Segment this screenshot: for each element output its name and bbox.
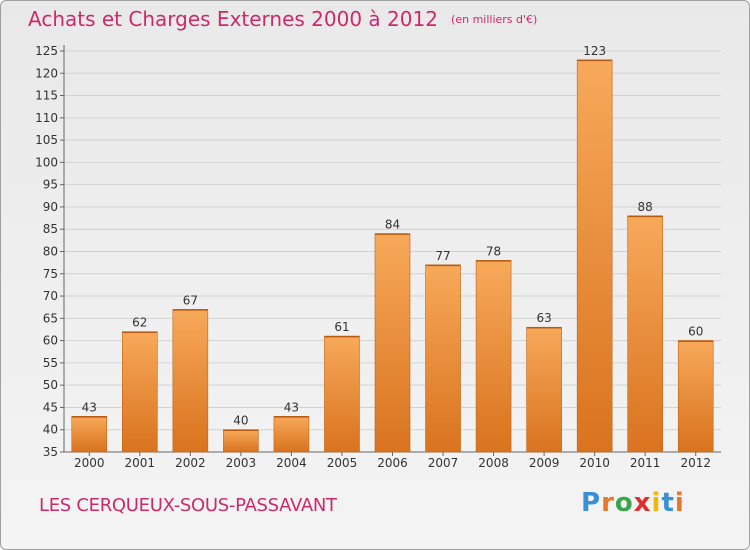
- data-label: 43: [82, 400, 97, 414]
- y-tick-label: 125: [35, 44, 58, 58]
- y-tick-label: 45: [43, 400, 58, 414]
- y-tick-label: 80: [43, 245, 58, 259]
- bar: [324, 335, 360, 453]
- data-label: 43: [284, 400, 299, 414]
- bar: [122, 331, 158, 453]
- bar: [677, 340, 714, 453]
- data-label: 88: [638, 200, 653, 214]
- y-tick-label: 100: [35, 155, 58, 169]
- x-tick-label: 2011: [630, 456, 661, 470]
- x-tick-label: 2006: [377, 456, 408, 470]
- logo-letter: i: [674, 488, 685, 518]
- proxiti-logo: Proxiti: [581, 488, 685, 518]
- data-label: 78: [486, 244, 501, 258]
- y-tick-label: 85: [43, 222, 58, 236]
- chart-title: Achats et Charges Externes 2000 à 2012: [28, 7, 438, 31]
- y-tick-label: 105: [35, 133, 58, 147]
- x-tick-label: 2010: [579, 456, 610, 470]
- y-tick-label: 120: [35, 66, 58, 80]
- logo-letter: r: [601, 488, 615, 518]
- commune-name: LES CERQUEUX-SOUS-PASSAVANT: [39, 495, 337, 516]
- y-tick-label: 65: [43, 311, 58, 325]
- x-tick-label: 2001: [125, 456, 156, 470]
- bar: [526, 326, 562, 453]
- bar: [374, 233, 411, 453]
- bar: [425, 264, 461, 453]
- chart-unit: (en milliers d'€): [451, 13, 538, 26]
- logo-letter: o: [614, 488, 634, 518]
- y-tick-label: 50: [43, 378, 58, 392]
- x-tick-label: 2005: [327, 456, 358, 470]
- y-tick-label: 90: [43, 200, 58, 214]
- logo-letter: P: [581, 488, 602, 518]
- y-tick-label: 55: [43, 356, 58, 370]
- logo-letter: t: [661, 488, 675, 518]
- bar: [71, 416, 108, 453]
- logo-letter: x: [633, 488, 652, 518]
- data-label: 84: [385, 218, 400, 232]
- bar: [223, 429, 259, 453]
- data-label: 61: [334, 320, 349, 334]
- bars: [71, 59, 714, 453]
- x-tick-label: 2004: [276, 456, 307, 470]
- y-tick-label: 70: [43, 289, 58, 303]
- y-tick-label: 95: [43, 178, 58, 192]
- y-tick-label: 75: [43, 267, 58, 281]
- bar: [475, 260, 512, 453]
- y-tick-label: 60: [43, 334, 58, 348]
- y-tick-label: 35: [43, 445, 58, 459]
- chart-title-block: Achats et Charges Externes 2000 à 2012 (…: [28, 7, 537, 31]
- labels: 43 62 67 40 43 61 84 77 78 63 123 88 60: [82, 44, 704, 428]
- data-label: 67: [183, 293, 198, 307]
- x-tick-label: 2008: [478, 456, 509, 470]
- logo-letter: i: [651, 488, 662, 518]
- y-tick-label: 110: [35, 111, 58, 125]
- data-label: 62: [132, 316, 147, 330]
- data-label: 40: [233, 414, 248, 428]
- data-label: 63: [536, 311, 551, 325]
- y-tick-label: 40: [43, 423, 58, 437]
- bar: [273, 416, 310, 453]
- x-tick-label: 2000: [74, 456, 105, 470]
- bar: [172, 309, 209, 453]
- x-tick-label: 2003: [226, 456, 257, 470]
- axes: 35 40 45 50 55 60 65 70 75 80 85 90 95 100 105 110 115 12…: [35, 44, 721, 470]
- x-tick-label: 2007: [428, 456, 459, 470]
- data-label: 123: [583, 44, 606, 58]
- bar: [627, 215, 663, 453]
- x-tick-label: 2002: [175, 456, 206, 470]
- x-tick-label: 2009: [529, 456, 560, 470]
- data-label: 77: [435, 249, 450, 263]
- x-tick-label: 2012: [680, 456, 711, 470]
- y-tick-label: 115: [35, 89, 58, 103]
- bar: [576, 59, 613, 453]
- data-label: 60: [688, 325, 703, 339]
